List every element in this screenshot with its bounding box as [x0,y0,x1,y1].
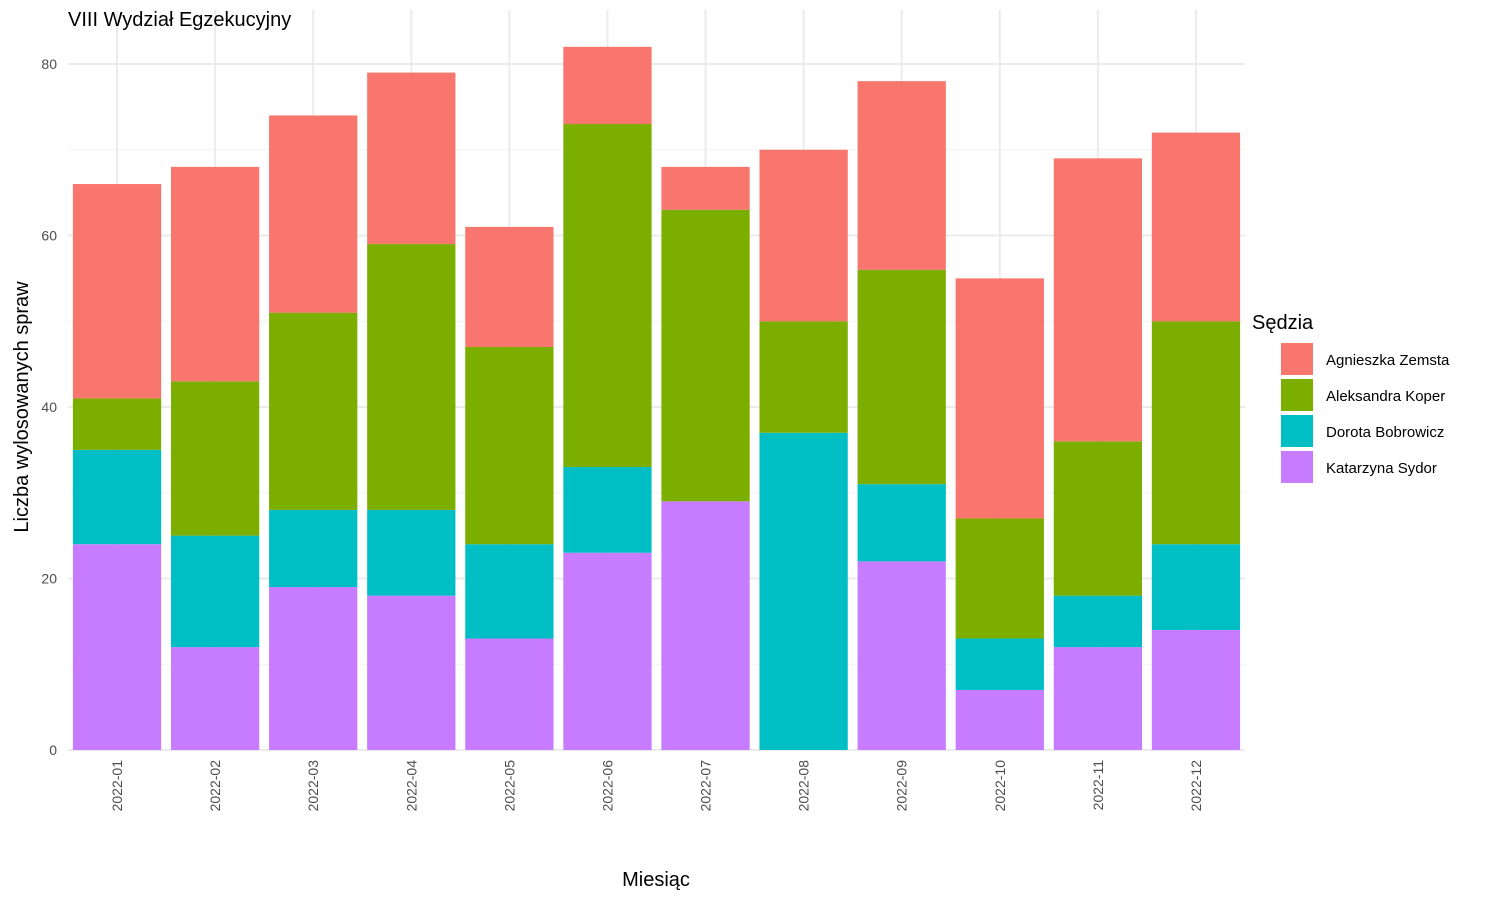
legend-swatch [1281,415,1313,447]
legend-title: Sędzia [1252,312,1314,334]
bar-segment [563,467,652,553]
bar-segment [1053,647,1143,750]
bar-segment [1151,132,1241,322]
bar-segment [170,647,260,750]
bar-segment [72,544,162,750]
bar-segment [759,321,848,433]
x-tick-label: 2022-12 [1188,760,1204,812]
legend-label: Aleksandra Koper [1326,388,1445,405]
legend-label: Agnieszka Zemsta [1326,352,1450,369]
bar-segment [857,561,946,750]
x-tick-label: 2022-01 [109,760,125,812]
bar-segment [759,432,848,750]
x-tick-label: 2022-11 [1090,760,1106,811]
bar-segment [661,501,750,750]
y-tick-label: 20 [41,571,57,587]
bar-segment [1151,321,1241,545]
y-tick-label: 0 [49,742,57,758]
y-axis-title: Liczba wylosowanych spraw [11,281,33,533]
x-tick-label: 2022-05 [501,760,517,812]
bar-segment [269,312,358,510]
bar-segment [170,166,260,382]
y-tick-label: 60 [41,228,57,244]
x-tick-label: 2022-04 [403,760,419,812]
bar-segment [955,638,1044,690]
bar-segment [465,226,554,347]
bar-segment [1053,595,1143,648]
chart-title: VIII Wydział Egzekucyjny [68,9,291,31]
bar-segment [955,518,1044,639]
x-tick-label: 2022-10 [992,760,1008,812]
y-tick-label: 40 [41,399,57,415]
bars [72,46,1241,750]
bar-segment [857,81,946,270]
bar-segment [759,149,848,322]
bar-segment [465,346,554,545]
legend-swatch [1281,451,1313,483]
bar-segment [465,544,554,639]
bar-segment [465,638,554,750]
bar-segment [269,115,358,313]
bar-segment [955,689,1044,750]
legend-label: Katarzyna Sydor [1326,460,1437,477]
x-tick-label: 2022-07 [698,760,714,812]
bar-segment [72,398,162,450]
bar-segment [367,72,456,245]
bar-segment [269,587,358,750]
bar-segment [661,209,750,502]
bar-segment [563,552,652,750]
legend: Sędzia Agnieszka Zemsta Aleksandra Koper D… [1252,312,1450,483]
bar-segment [661,166,750,210]
legend-swatch [1281,343,1313,375]
bar-segment [367,595,456,750]
bar-segment [857,269,946,485]
bar-segment [955,278,1044,519]
bar-segment [367,509,456,596]
x-axis-title: Miesiąc [622,869,690,891]
bar-segment [857,484,946,562]
bar-segment [170,535,260,648]
x-tick-label: 2022-09 [894,760,910,812]
y-axis-ticks: 0 20 40 60 80 [41,56,57,758]
bar-segment [72,184,162,399]
bar-segment [72,449,162,545]
legend-label: Dorota Bobrowicz [1326,424,1444,441]
bar-segment [1053,441,1143,596]
bar-segment [563,46,652,125]
legend-swatch [1281,379,1313,411]
x-tick-label: 2022-02 [207,760,223,812]
x-tick-label: 2022-03 [305,760,321,812]
bar-segment [563,124,652,468]
x-axis-ticks: 2022-01 2022-02 2022-03 2022-04 2022-05 2022-… [109,760,1204,812]
bar-segment [367,244,456,510]
x-tick-label: 2022-06 [599,760,615,812]
x-tick-label: 2022-08 [796,760,812,812]
bar-segment [170,381,260,536]
bar-segment [269,509,358,588]
bar-segment [1053,158,1143,442]
bar-segment [1151,629,1241,750]
y-tick-label: 80 [41,56,57,72]
bar-segment [1151,544,1241,630]
